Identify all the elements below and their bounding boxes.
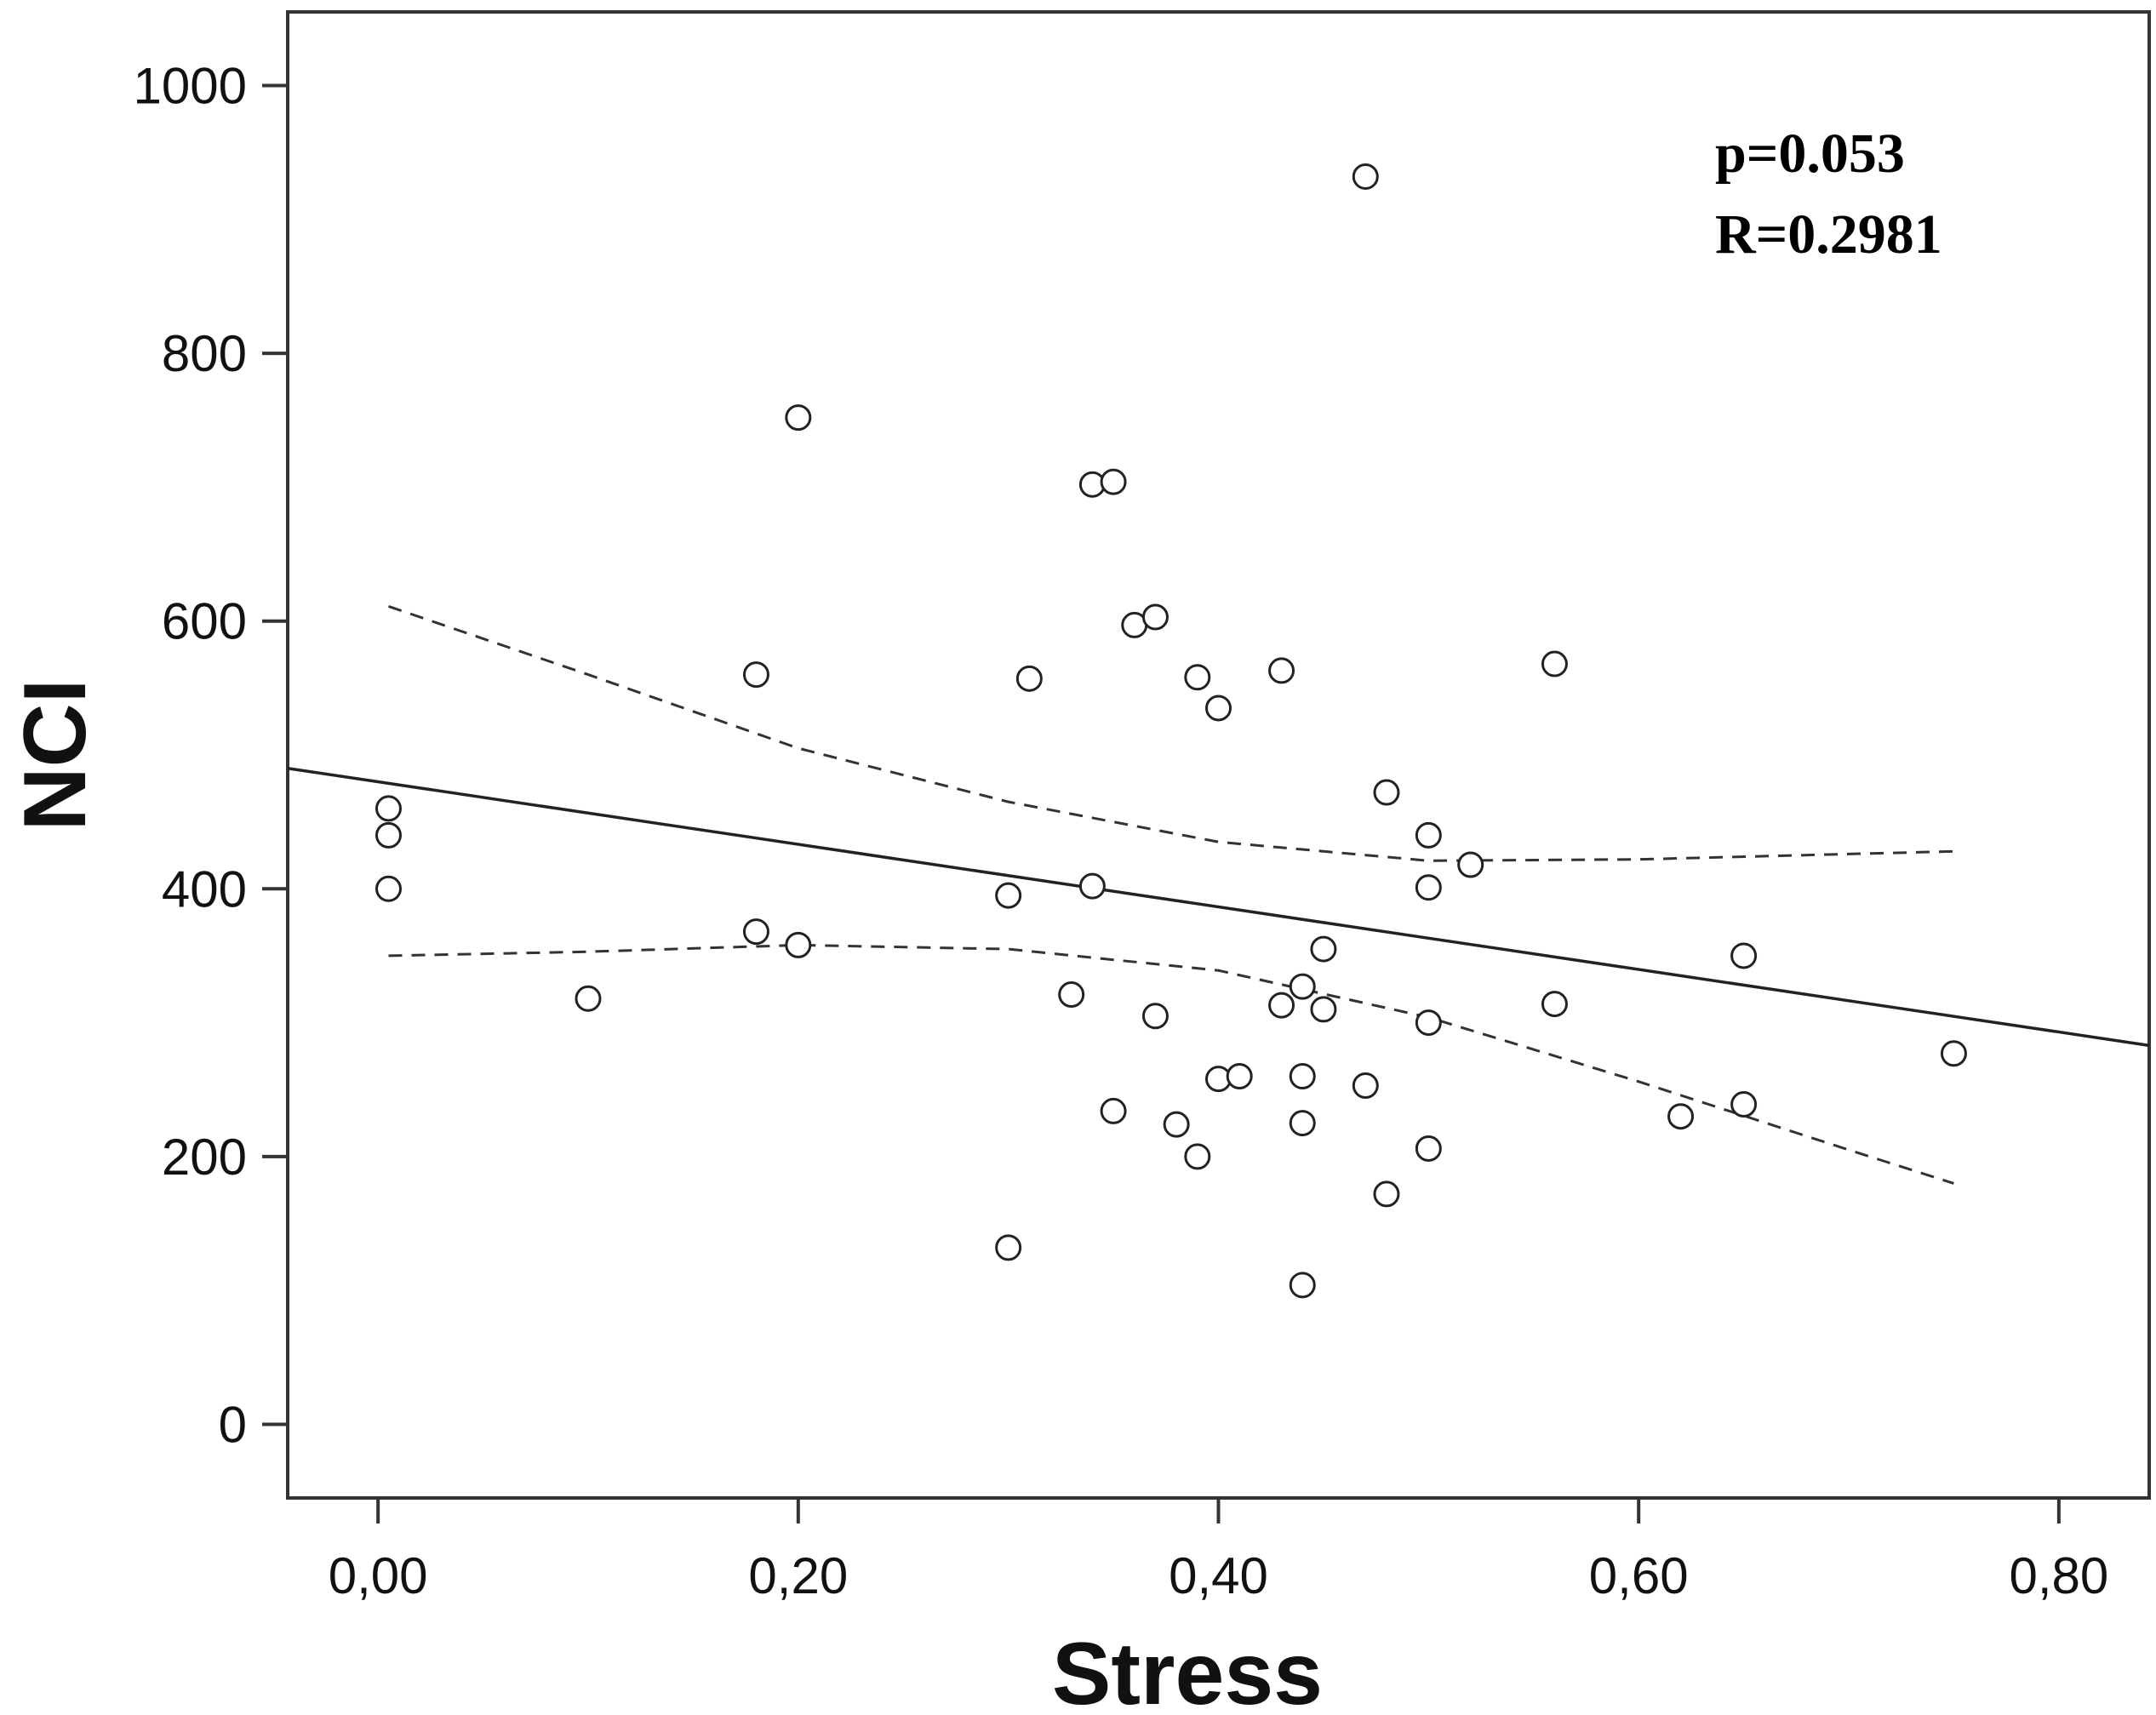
data-point (1310, 935, 1337, 963)
data-point (742, 661, 769, 689)
data-point (1163, 1111, 1190, 1138)
data-point (1289, 1272, 1316, 1299)
data-point (1415, 1009, 1442, 1037)
y-axis-title: NCI (6, 678, 105, 831)
data-point (1226, 1063, 1253, 1090)
data-point (1141, 603, 1169, 631)
data-point (1310, 996, 1337, 1023)
data-point (1184, 1143, 1211, 1170)
data-point (375, 821, 402, 849)
y-tick-label: 200 (162, 1129, 247, 1186)
x-axis-title: Stress (1052, 1625, 1323, 1715)
data-point (1730, 942, 1758, 969)
data-point (742, 918, 769, 946)
data-point (1184, 664, 1211, 691)
data-point (1141, 1003, 1169, 1030)
y-tick-label: 600 (162, 593, 247, 650)
data-point (1373, 779, 1400, 806)
x-tick-label: 0,60 (1589, 1547, 1689, 1604)
data-point (1415, 821, 1442, 849)
data-point (1940, 1040, 1967, 1067)
data-point (375, 875, 402, 902)
data-point (1730, 1091, 1758, 1118)
x-tick-label: 0,40 (1169, 1547, 1268, 1604)
p-value-annotation: p=0.053 (1715, 123, 1905, 185)
y-tick-label: 800 (162, 325, 247, 382)
data-point (1541, 650, 1568, 677)
data-point (1058, 981, 1085, 1009)
data-point (1667, 1103, 1695, 1130)
data-point (1352, 1072, 1379, 1100)
y-tick-label: 400 (162, 860, 247, 918)
data-point (1352, 163, 1379, 190)
data-point (1289, 1110, 1316, 1137)
data-point (1100, 468, 1127, 495)
data-point (1205, 695, 1232, 722)
chart-marks: 0 200 400 600 800 1000 0,00 0,20 0,40 0,60 0,80 (134, 58, 2150, 1604)
x-tick-label: 0,80 (2009, 1547, 2108, 1604)
data-point (1015, 665, 1043, 692)
data-point (1078, 872, 1106, 900)
data-point (1289, 1063, 1316, 1090)
data-point (1268, 657, 1295, 684)
y-tick-label: 1000 (134, 58, 247, 115)
x-tick-label: 0,20 (748, 1547, 848, 1604)
confidence-band-upper (388, 604, 1954, 862)
regression-line (287, 766, 2150, 1048)
data-point (995, 882, 1022, 909)
data-point (1100, 1097, 1127, 1124)
r-value-annotation: R=0.2981 (1715, 203, 1942, 266)
data-point (1541, 991, 1568, 1018)
data-point (785, 404, 812, 432)
data-point (1415, 874, 1442, 901)
data-point (1415, 1135, 1442, 1162)
data-point (375, 795, 402, 822)
data-point (995, 1234, 1022, 1261)
x-tick-label: 0,00 (329, 1547, 428, 1604)
data-point (575, 985, 602, 1012)
data-point (1457, 851, 1484, 878)
y-tick-label: 0 (219, 1396, 247, 1453)
data-point (1373, 1180, 1400, 1208)
stats-annotation: p=0.053 R=0.2981 (1715, 123, 1942, 266)
data-point (1289, 973, 1316, 1000)
data-point (1268, 992, 1295, 1019)
confidence-band-lower (388, 943, 1954, 1185)
data-point (785, 931, 812, 958)
